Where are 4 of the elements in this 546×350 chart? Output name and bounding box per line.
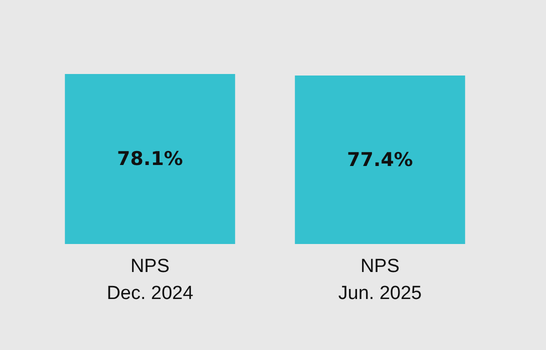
data-label: 78.1% <box>117 148 183 170</box>
data-label: 77.4% <box>347 148 413 171</box>
x-tick-label: NPS Jun. 2025 <box>338 256 422 304</box>
x-tick-label: NPS Dec. 2024 <box>106 256 194 304</box>
